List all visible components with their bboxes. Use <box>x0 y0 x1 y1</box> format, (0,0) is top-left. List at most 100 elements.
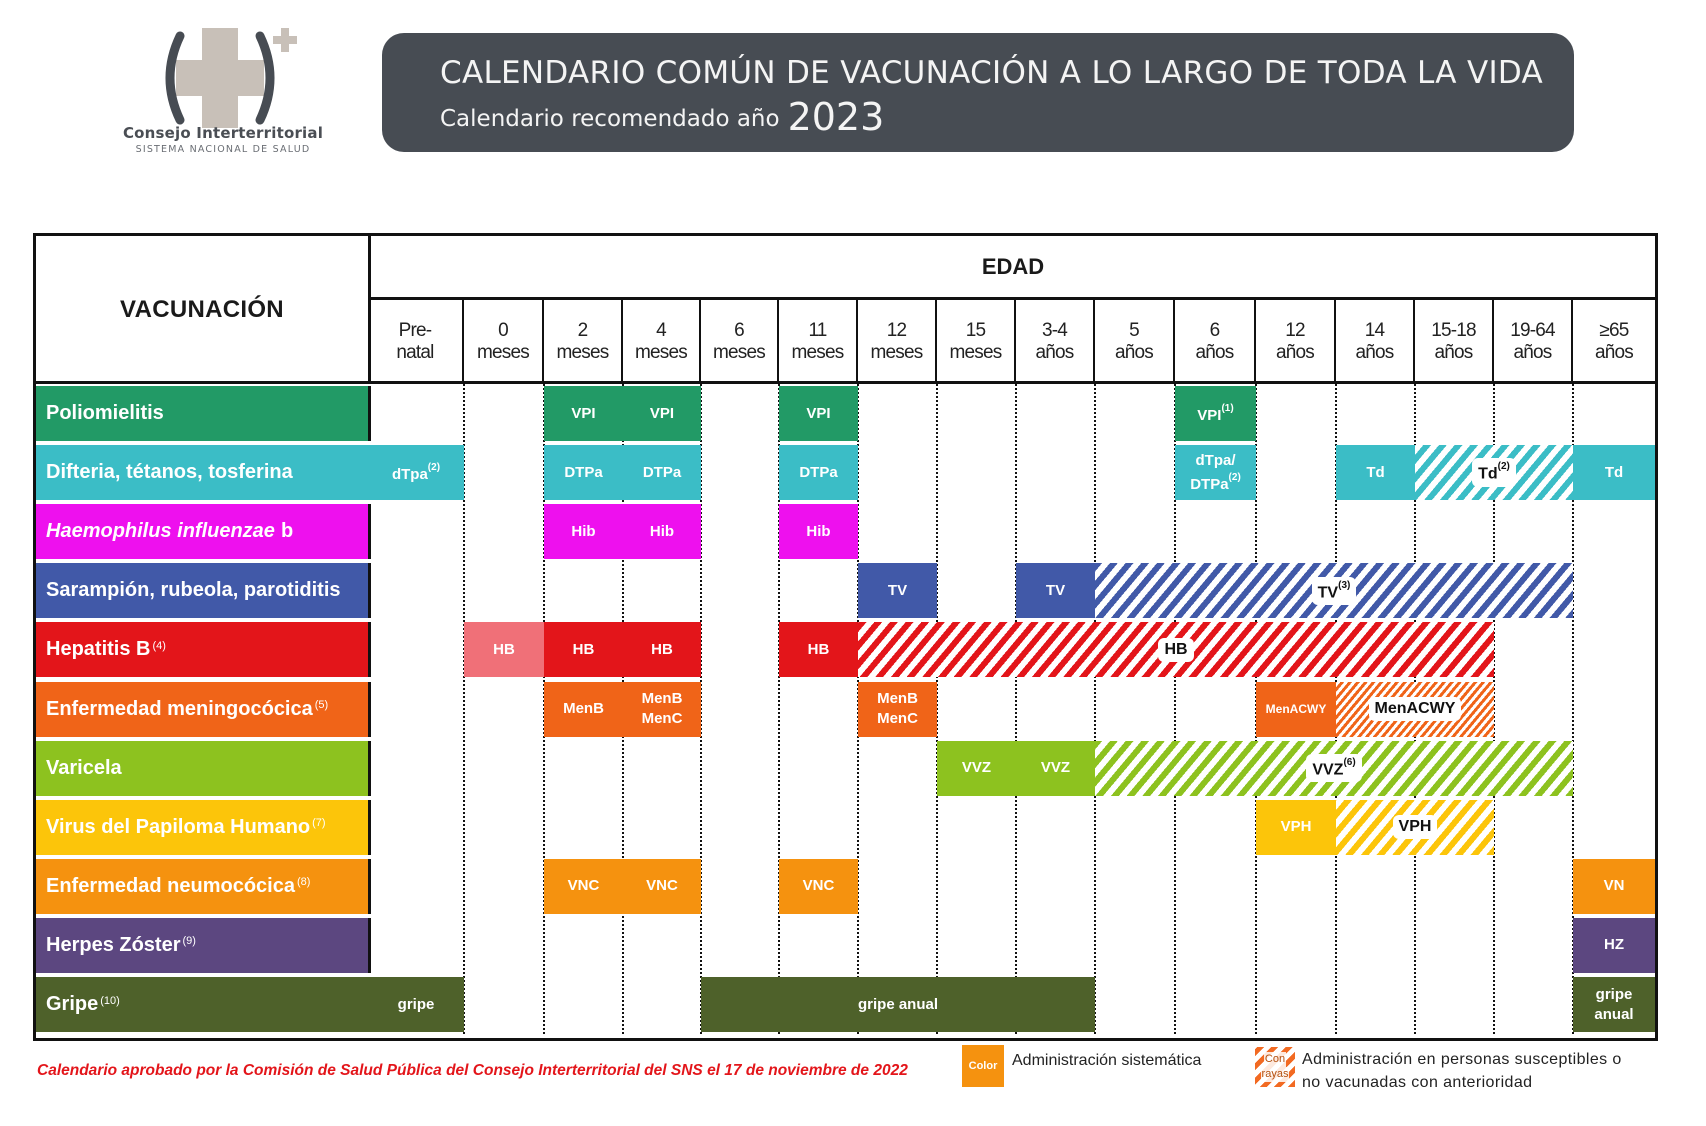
dose-label: Hib <box>806 522 830 542</box>
footnote-ref: (5) <box>314 699 329 712</box>
dose-text: Td <box>1604 463 1624 481</box>
dose-text: TV <box>887 581 908 599</box>
legend-hatch-swatch-label-top: Con <box>1263 1052 1287 1067</box>
dose-text: HB <box>572 640 595 658</box>
age-column-header: Pre-natal <box>368 300 464 384</box>
dose-label: TV(3) <box>1311 576 1357 605</box>
vaccine-row-label: Sarampión, rubeola, parotiditis <box>36 563 371 619</box>
footnote-ref: (2) <box>427 461 441 473</box>
dose-label: Hib <box>571 522 595 542</box>
dose-label: TV <box>888 581 907 601</box>
dose-text: VNC <box>567 877 600 895</box>
footnote-ref: (7) <box>312 817 326 830</box>
dose-text: MenB <box>563 700 604 718</box>
vaccine-row-label: Difteria, tétanos, tosferina <box>36 445 371 501</box>
dose-cell-systematic: DTPa <box>779 445 858 501</box>
dose-text: MenACWY <box>1374 700 1456 718</box>
dose-cell-systematic: gripe anual <box>1573 977 1655 1033</box>
footnote-ref: (10) <box>100 994 120 1007</box>
dose-label: Td <box>1605 463 1623 483</box>
dose-label: DTPa <box>564 463 602 483</box>
column-gridline <box>1094 384 1096 1035</box>
health-cross-logo-icon <box>165 28 297 128</box>
dose-cell-systematic: VPI(1) <box>1175 386 1256 442</box>
dose-label: gripe anual <box>1584 985 1644 1025</box>
page-title: CALENDARIO COMÚN DE VACUNACIÓN A LO LARG… <box>440 55 1544 91</box>
age-column-value: Pre- <box>398 320 432 341</box>
age-column-value: 6 <box>1209 320 1221 341</box>
dose-label: VPI(1) <box>1197 402 1233 426</box>
vaccination-header: VACUNACIÓN <box>36 236 371 384</box>
dose-cell-systematic: VPH <box>1256 799 1336 855</box>
age-column-header: 15-18 años <box>1415 300 1494 384</box>
dose-label: VN <box>1604 876 1625 896</box>
dose-cell-susceptible: TV(3) <box>1095 563 1573 619</box>
dose-label: TV <box>1046 581 1065 601</box>
dose-cell-systematic: VVZ <box>1016 740 1095 796</box>
age-column-value: 0 <box>498 320 509 341</box>
age-column-value: 15 <box>965 320 986 341</box>
dose-label: HB <box>573 640 595 660</box>
title-banner: CALENDARIO COMÚN DE VACUNACIÓN A LO LARG… <box>382 33 1574 152</box>
dose-cell-systematic: dTpa(2) <box>368 445 464 501</box>
dose-text: VVZ <box>961 759 992 777</box>
dose-cell-systematic: VPI <box>544 386 623 442</box>
age-column-header: 6 años <box>1175 300 1256 384</box>
dose-text: VPI <box>571 404 596 422</box>
dose-text: Hib <box>649 522 675 540</box>
vaccine-name: Sarampión, rubeola, parotiditis <box>46 579 341 602</box>
logo-title: Consejo Interterritorial <box>122 124 324 142</box>
age-column-unit: años <box>1195 342 1234 363</box>
dose-text: TV <box>1045 581 1066 599</box>
dose-text: HB <box>807 640 830 658</box>
footnote-ref: (4) <box>152 639 166 652</box>
legend-solid-text: Administración sistemática <box>1012 1052 1202 1069</box>
vaccine-name: Herpes Zóster <box>46 933 181 956</box>
dose-text: MenB MenC <box>877 690 918 728</box>
dose-cell-systematic: dTpa/ DTPa(2) <box>1175 445 1256 501</box>
vaccination-calendar-table: VACUNACIÓN EDAD Pre-natal 0 meses 2 meses 4 me… <box>33 233 1658 1041</box>
dose-cell-systematic: HB <box>464 622 544 678</box>
dose-cell-susceptible: VPH <box>1336 799 1494 855</box>
dose-text: HB <box>493 640 515 658</box>
dose-label: VNC <box>568 876 600 896</box>
age-column-header: ≥65 años <box>1573 300 1655 384</box>
age-column-header: 11 meses <box>779 300 858 384</box>
dose-cell-systematic: Hib <box>779 504 858 560</box>
dose-label: VVZ(6) <box>1306 753 1362 783</box>
dose-cell-systematic: VNC <box>779 858 858 914</box>
dose-text: Hib <box>571 522 596 540</box>
age-column-unit: meses <box>713 342 766 363</box>
vaccine-row-label: Haemophilus influenzae b <box>36 504 371 560</box>
dose-text: HB <box>651 640 673 658</box>
dose-text: DTPa <box>564 463 603 481</box>
dose-text: VPI <box>806 404 831 422</box>
age-column-value: ≥65 <box>1599 320 1629 341</box>
age-column-unit: años <box>1513 342 1552 363</box>
vaccine-name: Poliomielitis <box>46 402 164 425</box>
vaccine-row-label: Enfermedad meningocócica (5) <box>36 681 371 737</box>
footnote-ref: (3) <box>1338 579 1351 591</box>
age-column-header: 0 meses <box>464 300 544 384</box>
age-column-unit: meses <box>635 342 688 363</box>
vaccine-name-italic: Haemophilus influenzae <box>46 520 275 543</box>
age-column-value: 19-64 <box>1510 320 1555 341</box>
dose-label: MenACWY <box>1266 699 1327 719</box>
dose-text: VN <box>1603 877 1625 895</box>
dose-text: VPI <box>649 404 675 422</box>
age-column-unit: meses <box>556 342 610 363</box>
dose-cell-systematic: VVZ <box>937 740 1016 796</box>
dose-cell-systematic: MenB <box>544 681 623 737</box>
age-column-value: 11 <box>808 320 827 341</box>
vaccine-name: Varicela <box>46 756 122 779</box>
age-column-value: 15-18 <box>1431 320 1476 341</box>
footnote-ref: (2) <box>1497 461 1510 473</box>
age-column-header: 14 años <box>1336 300 1415 384</box>
dose-label: MenB MenC <box>632 689 692 729</box>
dose-label: DTPa <box>643 463 681 483</box>
dose-cell-systematic: MenB MenC <box>623 681 701 737</box>
dose-text: gripe <box>397 995 435 1013</box>
dose-label: VNC <box>803 876 835 896</box>
age-column-header: 12 años <box>1256 300 1336 384</box>
dose-cell-systematic: DTPa <box>544 445 623 501</box>
